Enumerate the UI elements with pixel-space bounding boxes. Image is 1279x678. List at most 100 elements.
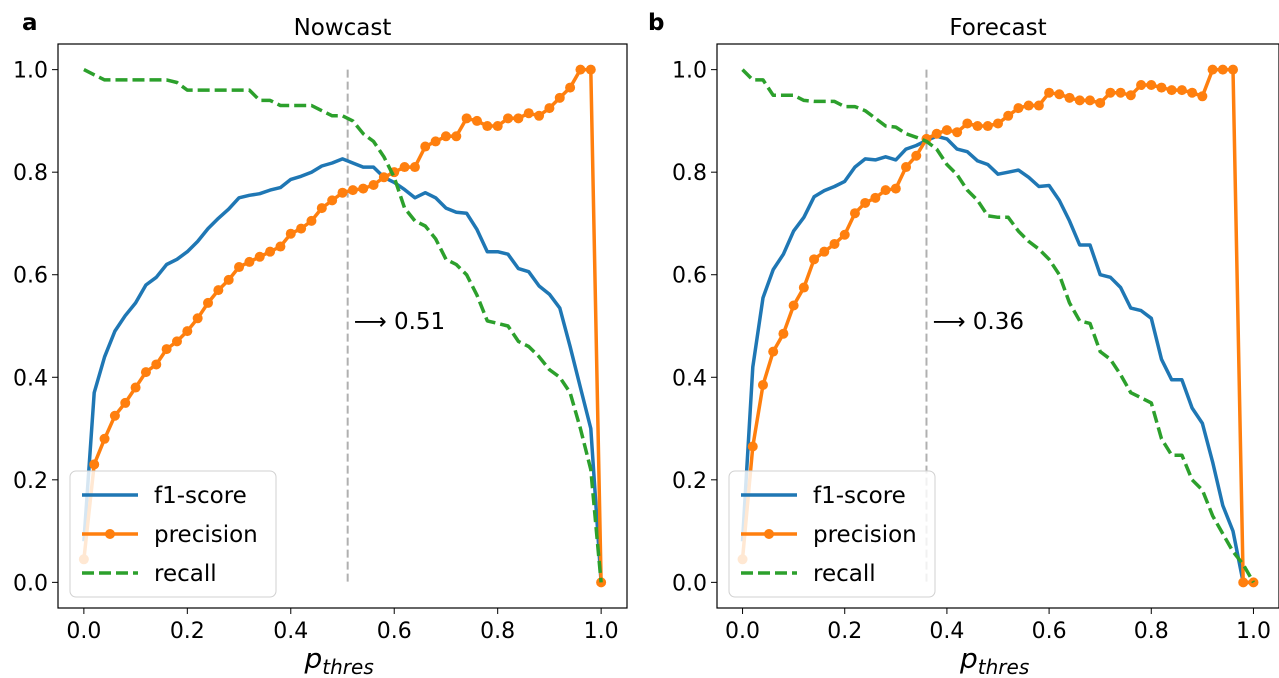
series-line-recall <box>741 68 1256 584</box>
series-point-precision <box>829 238 840 249</box>
series-point-precision <box>192 313 203 324</box>
series-point-precision <box>931 128 942 139</box>
series-point-precision <box>1228 64 1239 75</box>
series-point-precision <box>747 441 758 452</box>
legend-box <box>728 470 936 598</box>
series-point-precision <box>849 208 860 219</box>
legend-marker-precision <box>764 529 774 539</box>
series-point-precision <box>1054 89 1065 100</box>
legend-label-precision: precision <box>813 522 917 548</box>
series-point-precision <box>1146 80 1157 91</box>
series-line-recall <box>83 68 603 583</box>
series-point-precision <box>461 113 472 124</box>
y-tick-label: 0.0 <box>13 571 48 596</box>
legend-label-f1-score: f1-score <box>154 483 247 509</box>
series-point-precision <box>440 131 451 142</box>
series-point-precision <box>1084 95 1095 106</box>
series-point-precision <box>1156 82 1167 93</box>
series-point-precision <box>1115 87 1126 98</box>
x-tick-label: 0.4 <box>929 619 964 644</box>
y-tick-label: 0.6 <box>672 264 707 289</box>
y-tick-label: 0.6 <box>13 264 48 289</box>
series-line-f1-score <box>82 157 603 583</box>
y-tick-label: 1.0 <box>13 59 48 84</box>
series-point-precision <box>223 274 234 285</box>
x-tick-label: 0.6 <box>1032 619 1067 644</box>
series-point-precision <box>409 162 420 173</box>
series-point-precision <box>213 285 224 296</box>
y-tick-label: 0.2 <box>672 469 707 494</box>
x-tick-label: 0.2 <box>170 619 205 644</box>
threshold-annotation: ⟶ 0.51 <box>354 309 446 335</box>
series-point-precision <box>565 82 576 93</box>
series-point-precision <box>1166 85 1177 96</box>
series-point-precision <box>99 433 110 444</box>
y-tick-label: 0.8 <box>13 161 48 186</box>
series-point-precision <box>544 103 555 114</box>
series-point-precision <box>880 185 891 196</box>
series-point-precision <box>982 121 993 132</box>
series-point-precision <box>1013 103 1024 114</box>
x-axis-label-subscript: thres <box>322 655 373 678</box>
series-point-precision <box>534 110 545 121</box>
series-point-precision <box>420 141 431 152</box>
series-point-precision <box>575 64 586 75</box>
series-point-precision <box>911 150 922 161</box>
series-point-precision <box>798 282 809 293</box>
series-point-precision <box>1187 87 1198 98</box>
legend-label-recall: recall <box>813 561 876 587</box>
series-point-precision <box>1064 92 1075 103</box>
series-point-precision <box>358 183 369 194</box>
series-point-precision <box>839 229 850 240</box>
series-point-precision <box>1095 97 1106 108</box>
series-point-precision <box>1136 80 1147 91</box>
series-point-precision <box>337 187 348 198</box>
series-point-precision <box>378 172 389 183</box>
legend-label-precision: precision <box>154 522 258 548</box>
threshold-annotation: ⟶ 0.36 <box>932 309 1024 335</box>
series-point-precision <box>952 127 963 138</box>
series-point-precision <box>1238 577 1249 588</box>
panel-b: b Forecast 0.0 0.2 0.4 0.6 0.8 1.0 0.0 0.2 0.4 0.6 0… <box>648 10 1279 678</box>
series-point-precision <box>1023 100 1034 111</box>
series-line-f1-score <box>740 134 1254 585</box>
x-axis-label-main: p <box>304 642 323 675</box>
series-point-precision <box>430 136 441 147</box>
x-tick-label: 0.8 <box>1134 619 1169 644</box>
series-point-precision <box>182 326 193 337</box>
y-tick-label: 0.4 <box>13 366 48 391</box>
y-tick-label: 0.0 <box>672 571 707 596</box>
series-point-precision <box>347 185 358 196</box>
x-tick-label: 0.2 <box>827 619 862 644</box>
series-point-precision <box>285 228 296 239</box>
series-point-precision <box>140 367 151 378</box>
legend-label-f1-score: f1-score <box>813 483 906 509</box>
y-tick-label: 0.4 <box>672 366 707 391</box>
series-point-precision <box>585 64 596 75</box>
x-tick-label: 0.8 <box>480 619 515 644</box>
series-point-precision <box>901 162 912 173</box>
series-point-precision <box>941 125 952 136</box>
series-point-precision <box>399 162 410 173</box>
series-point-precision <box>151 359 162 370</box>
series-point-precision <box>1105 87 1116 98</box>
series-point-precision <box>1074 95 1085 106</box>
series-point-precision <box>265 246 276 257</box>
x-tick-label: 0.0 <box>725 619 760 644</box>
series-point-precision <box>482 121 493 132</box>
legend: f1-score precision recall <box>69 470 277 598</box>
series-point-precision <box>768 346 779 357</box>
legend-box <box>69 470 277 598</box>
series-point-precision <box>1217 64 1228 75</box>
y-tick-label: 0.8 <box>672 161 707 186</box>
series-point-precision <box>492 121 503 132</box>
series-point-precision <box>1125 90 1136 101</box>
x-axis-label-subscript: thres <box>978 655 1029 678</box>
series-point-precision <box>296 223 307 234</box>
y-tick-label: 1.0 <box>672 59 707 84</box>
series-point-precision <box>1044 87 1055 98</box>
series-point-precision <box>316 203 327 214</box>
series-point-precision <box>368 180 379 190</box>
series-point-precision <box>1207 64 1218 75</box>
